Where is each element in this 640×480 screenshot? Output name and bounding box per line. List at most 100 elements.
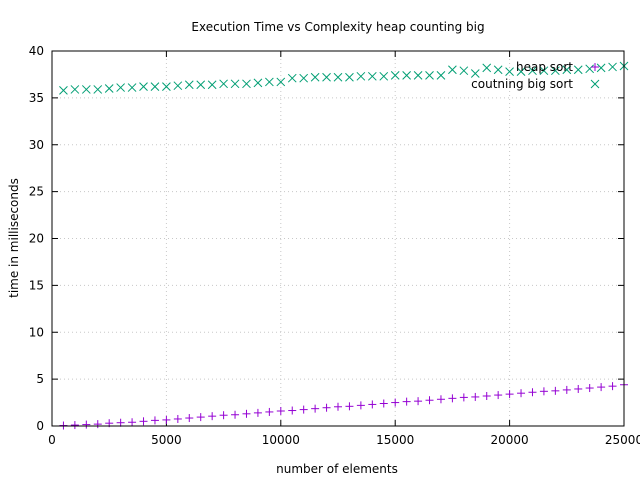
point-1-15	[230, 79, 240, 89]
point-1-19	[276, 77, 286, 87]
point-0-25	[345, 402, 354, 411]
point-1-35	[459, 66, 469, 76]
point-0-16	[242, 409, 251, 418]
x-tick-label-2: 10000	[262, 433, 300, 447]
point-0-10	[173, 414, 182, 423]
point-1-23	[322, 72, 331, 82]
point-0-31	[414, 397, 423, 406]
point-0-1	[70, 421, 79, 430]
point-1-27	[367, 71, 377, 81]
point-1-43	[551, 66, 560, 76]
point-0-48	[608, 382, 617, 391]
point-0-26	[356, 401, 365, 410]
point-1-34	[448, 65, 457, 75]
point-1-48	[608, 62, 617, 72]
plot-frame	[51, 50, 625, 427]
legend-label-0: heap sort	[516, 60, 573, 74]
point-0-23	[322, 403, 331, 412]
y-axis-ticks: 0 5 10 15 20 25 30 35 40	[29, 44, 624, 433]
point-1-1	[70, 85, 80, 94]
point-0-43	[551, 386, 560, 395]
y-tick-label-7: 35	[29, 91, 44, 105]
point-0-45	[574, 384, 583, 393]
point-1-9	[162, 82, 171, 91]
point-0-41	[528, 388, 537, 397]
y-axis-label: time in milliseconds	[7, 178, 21, 298]
point-0-38	[494, 391, 503, 400]
point-1-45	[573, 65, 583, 75]
point-0-44	[562, 385, 571, 394]
point-1-6	[127, 83, 137, 92]
series-1	[59, 61, 629, 95]
point-0-24	[334, 402, 342, 411]
point-0-47	[597, 383, 606, 392]
point-0-29	[391, 398, 400, 407]
point-0-35	[459, 393, 468, 402]
point-0-33	[436, 395, 445, 404]
point-0-9	[162, 415, 171, 424]
x-tick-label-0: 0	[48, 433, 56, 447]
point-0-11	[185, 414, 194, 423]
point-1-18	[265, 77, 274, 87]
point-1-40	[516, 67, 526, 76]
series-0	[59, 380, 628, 430]
point-0-20	[288, 406, 297, 415]
point-1-17	[253, 78, 263, 88]
point-1-32	[425, 71, 434, 80]
y-tick-label-2: 10	[29, 325, 44, 339]
point-0-8	[150, 416, 159, 425]
point-1-11	[184, 80, 194, 90]
point-0-19	[276, 407, 285, 415]
point-1-47	[596, 63, 606, 73]
point-0-12	[196, 413, 205, 422]
point-0-30	[402, 397, 411, 406]
point-1-21	[299, 73, 309, 83]
point-1-31	[413, 71, 423, 80]
point-1-14	[219, 79, 228, 89]
point-0-28	[379, 399, 388, 408]
x-axis-label: number of elements	[276, 462, 398, 476]
point-0-36	[471, 392, 480, 401]
point-0-40	[517, 389, 526, 398]
y-tick-label-0: 0	[36, 419, 44, 433]
y-tick-label-1: 5	[36, 372, 44, 386]
point-1-44	[562, 65, 572, 75]
point-1-42	[539, 66, 549, 76]
point-1-3	[93, 85, 103, 94]
point-1-4	[104, 84, 114, 93]
point-0-2	[82, 420, 91, 429]
point-0-7	[139, 417, 148, 426]
point-1-16	[242, 79, 251, 89]
point-0-46	[585, 384, 594, 393]
point-1-24	[333, 72, 343, 82]
legend-marker-0	[591, 63, 599, 71]
point-0-22	[311, 404, 320, 413]
x-tick-label-1: 5000	[151, 433, 182, 447]
y-tick-label-4: 20	[29, 232, 44, 246]
point-1-7	[139, 82, 148, 91]
point-0-15	[231, 410, 240, 419]
x-tick-label-4: 20000	[491, 433, 529, 447]
point-0-6	[128, 418, 137, 427]
legend: heap sort coutning big sort	[471, 60, 600, 91]
x-tick-label-5: 25000	[605, 433, 640, 447]
point-0-18	[265, 407, 274, 416]
point-0-39	[505, 390, 514, 399]
x-axis-ticks: 0 5000 10000 15000 20000 25000	[48, 51, 640, 447]
point-1-20	[287, 73, 297, 83]
point-0-17	[253, 408, 262, 417]
point-1-26	[356, 71, 366, 81]
point-1-37	[482, 63, 492, 73]
point-0-21	[299, 405, 308, 414]
chart-title: Execution Time vs Complexity heap counti…	[191, 20, 484, 34]
point-1-46	[585, 64, 595, 74]
point-0-32	[425, 396, 434, 405]
point-0-34	[448, 394, 457, 403]
point-1-10	[173, 81, 183, 91]
y-tick-label-8: 40	[29, 44, 44, 58]
x-tick-label-3: 15000	[376, 433, 414, 447]
point-1-25	[345, 72, 354, 82]
y-tick-label-6: 30	[29, 138, 44, 152]
point-0-37	[482, 392, 491, 400]
